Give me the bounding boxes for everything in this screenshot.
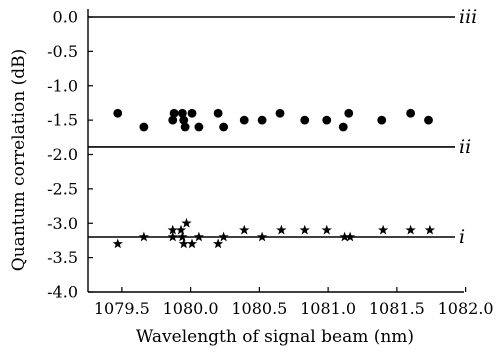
reference-lines: [88, 16, 455, 238]
y-ticks: 0.0 -0.5 -1.0 -1.5 -2.0 -2.5 -3.0 -3.5 -4.0: [47, 8, 93, 302]
star-data-point: [167, 231, 178, 242]
circle-data-point: [177, 108, 187, 118]
star-data-point: [256, 231, 268, 242]
star-data-point: [177, 231, 188, 242]
star-data-point: [405, 224, 416, 235]
circle-data-point: [180, 122, 190, 132]
circle-data-point: [406, 108, 416, 118]
star-data-point: [167, 224, 178, 235]
axes: [87, 9, 464, 293]
circle-data-point: [168, 115, 178, 125]
x-tick-label: 1081.0: [300, 299, 356, 318]
x-axis-label: Wavelength of signal beam (nm): [136, 327, 414, 347]
y-tick-label: -2.0: [47, 145, 78, 164]
star-data-point: [344, 231, 356, 242]
y-tick-label: 0.0: [53, 8, 78, 27]
y-tick-label: -2.5: [47, 179, 78, 198]
star-data-point: [186, 238, 198, 249]
y-tick-label: -1.5: [47, 111, 78, 130]
star-data-point: [112, 238, 123, 249]
circle-data-point: [344, 108, 354, 118]
x-tick-label: 1080.5: [231, 299, 287, 318]
circle-data-point: [424, 115, 433, 125]
star-data-point: [321, 224, 332, 235]
star-data-point: [276, 224, 287, 235]
circle-data-point: [257, 115, 267, 125]
circle-data-point: [275, 108, 285, 118]
circle-data-point: [169, 108, 179, 118]
circle-data-point: [338, 122, 348, 132]
circle-data-point: [219, 122, 229, 132]
circle-data-point: [300, 115, 310, 125]
reference-line-label: i: [459, 226, 465, 248]
y-tick-label: -0.5: [47, 42, 78, 61]
y-tick-label: -1.0: [47, 76, 78, 95]
star-data-point: [424, 224, 436, 235]
circle-data-point: [239, 115, 249, 125]
x-ticks: 1079.5 1080.0 1080.5 1081.0 1081.5 1082.0: [94, 287, 494, 318]
circle-data-point: [194, 122, 204, 132]
circle-data-point: [113, 108, 123, 118]
x-tick-label: 1081.5: [369, 299, 425, 318]
star-data-point: [377, 224, 389, 235]
star-data-point: [138, 231, 150, 242]
star-data-point: [212, 238, 224, 249]
circle-data-point: [213, 108, 223, 118]
star-data-point: [339, 231, 350, 242]
reference-line-label: iii: [459, 6, 477, 28]
circle-data-point: [179, 115, 189, 125]
star-data-point: [193, 231, 205, 242]
reference-line-label: ii: [459, 136, 471, 158]
star-data-point: [299, 224, 310, 235]
star-data-point: [175, 224, 187, 235]
circle-data-point: [139, 122, 149, 132]
circle-data-point: [187, 108, 197, 118]
star-data-point: [218, 231, 229, 242]
y-tick-label: -3.5: [47, 248, 78, 267]
x-tick-label: 1080.0: [163, 299, 219, 318]
star-data-point: [181, 217, 192, 228]
star-data-point: [239, 224, 250, 235]
y-tick-label: -4.0: [47, 283, 78, 302]
data-markers: [112, 108, 436, 249]
circle-data-point: [322, 115, 332, 125]
circle-data-point: [377, 115, 387, 125]
y-axis-label: Quantum correlation (dB): [9, 49, 29, 271]
x-tick-label: 1079.5: [94, 299, 150, 318]
star-data-point: [178, 238, 189, 249]
y-tick-label: -3.0: [47, 214, 78, 233]
x-tick-label: 1082.0: [438, 299, 494, 318]
